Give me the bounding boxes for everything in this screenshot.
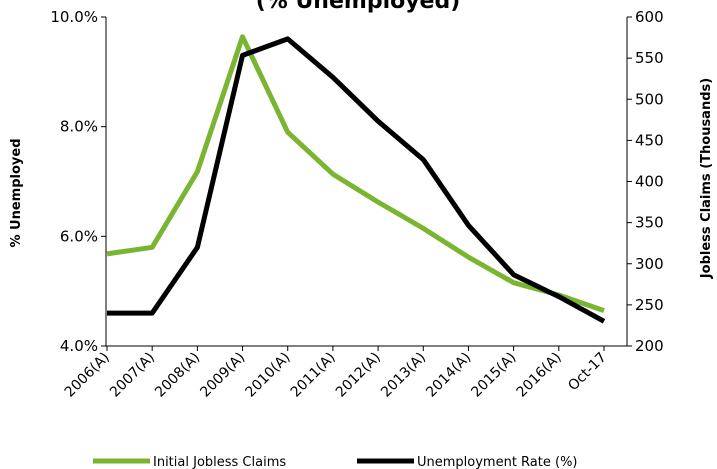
left-tick-label: 4.0% bbox=[60, 337, 98, 355]
x-tick-label: 2007(A) bbox=[107, 350, 158, 401]
legend-label-unemployment: Unemployment Rate (%) bbox=[417, 455, 578, 469]
x-tick-labels: 2006(A)2007(A)2008(A)2009(A)2010(A)2011(… bbox=[62, 350, 610, 401]
x-tick-label: 2014(A) bbox=[423, 350, 474, 401]
x-tick-label: 2015(A) bbox=[468, 350, 519, 401]
right-tick-label: 250 bbox=[635, 296, 664, 314]
right-tick-label: 400 bbox=[635, 173, 664, 191]
x-tick-label: Oct-17 bbox=[565, 350, 610, 395]
legend-label-claims: Initial Jobless Claims bbox=[153, 455, 286, 469]
legend: Initial Jobless Claims Unemployment Rate… bbox=[93, 455, 578, 469]
right-tick-label: 600 bbox=[635, 8, 664, 26]
left-tick-label: 10.0% bbox=[50, 8, 98, 26]
right-tick-label: 500 bbox=[635, 90, 664, 108]
left-tick-label: 8.0% bbox=[60, 118, 98, 136]
left-axis-title: % Unemployed bbox=[9, 138, 24, 247]
right-tick-label: 550 bbox=[635, 49, 664, 67]
chart-title: (% Unemployed) bbox=[256, 0, 461, 14]
x-tick-label: 2010(A) bbox=[243, 350, 294, 401]
x-tick-label: 2012(A) bbox=[333, 350, 384, 401]
left-tick-labels: 4.0% 6.0% 8.0% 10.0% bbox=[50, 8, 98, 355]
left-tick-label: 6.0% bbox=[60, 227, 98, 245]
legend-item-unemployment: Unemployment Rate (%) bbox=[357, 455, 578, 469]
x-tick-label: 2006(A) bbox=[62, 350, 113, 401]
legend-item-claims: Initial Jobless Claims bbox=[93, 455, 286, 469]
right-tick-label: 450 bbox=[635, 131, 664, 149]
x-tick-label: 2008(A) bbox=[152, 350, 203, 401]
x-tick-label: 2013(A) bbox=[378, 350, 429, 401]
x-tick-label: 2011(A) bbox=[288, 350, 339, 401]
right-axis-title: Jobless Claims (Thousands) bbox=[699, 78, 714, 279]
series-line-claims bbox=[106, 34, 605, 313]
axes bbox=[101, 16, 632, 351]
right-tick-label: 350 bbox=[635, 214, 664, 232]
right-tick-label: 200 bbox=[635, 337, 664, 355]
x-tick-label: 2009(A) bbox=[197, 350, 248, 401]
series-lines bbox=[106, 34, 606, 324]
right-tick-label: 300 bbox=[635, 255, 664, 273]
series-line-unemployment bbox=[107, 36, 606, 324]
x-tick-label: 2016(A) bbox=[514, 350, 565, 401]
right-tick-labels: 200 250 300 350 400 450 500 550 600 bbox=[635, 8, 664, 355]
